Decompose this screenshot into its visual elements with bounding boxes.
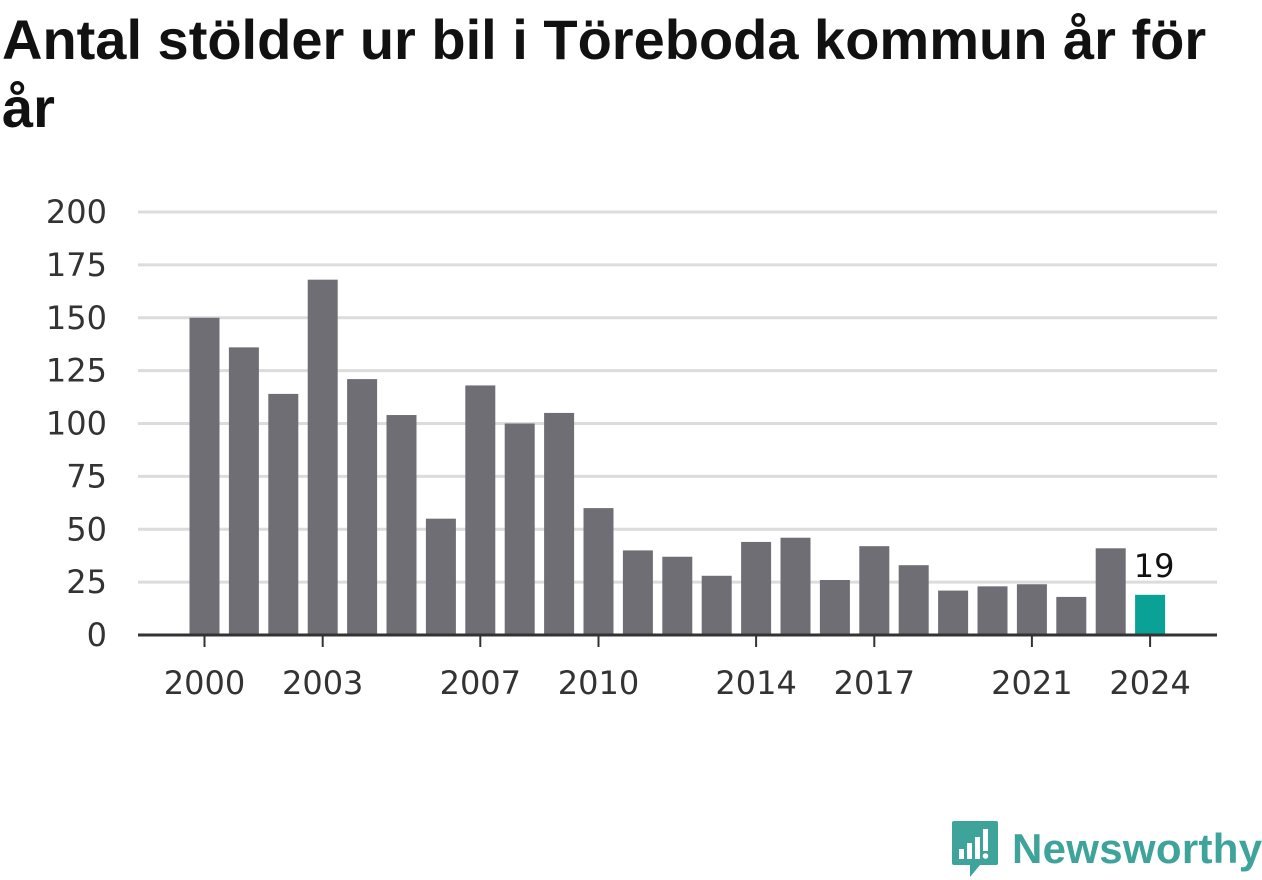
y-tick-label: 200 [46,193,107,231]
x-tick-label: 2003 [282,664,363,702]
y-tick-label: 75 [66,457,107,495]
bar [189,317,220,635]
bar [977,586,1008,635]
bar [1095,548,1126,635]
bar [859,546,890,635]
newsworthy-chat-chart-icon [952,821,998,877]
newsworthy-logo: Newsworthy [950,818,1262,880]
brand-name: Newsworthy [1012,825,1262,872]
bar [662,556,693,635]
bar [741,541,772,635]
bar [938,590,969,635]
x-tick-label: 2010 [558,664,639,702]
y-tick-label: 0 [87,616,107,654]
bar [1135,594,1166,635]
y-tick-label: 150 [46,299,107,337]
bar [622,550,653,635]
y-tick-label: 100 [46,405,107,443]
y-tick-label: 50 [66,510,107,548]
bar [898,565,929,635]
data-label: 19 [1134,547,1175,585]
x-tick-label: 2017 [834,664,915,702]
x-tick-label: 2021 [991,664,1072,702]
y-tick-label: 25 [66,563,107,601]
bar [386,415,417,635]
bar [307,279,338,635]
bar [701,575,732,635]
x-tick-label: 2007 [440,664,521,702]
y-tick-label: 125 [46,352,107,390]
bar [347,379,378,635]
bar [465,385,496,635]
y-tick-label: 175 [46,246,107,284]
bar [1056,596,1087,635]
bar [1016,584,1047,635]
x-tick-label: 2024 [1109,664,1190,702]
x-tick-label: 2000 [164,664,245,702]
bar [504,423,535,635]
bar [228,347,259,635]
chart-title: Antal stölder ur bil i Töreboda kommun å… [2,8,1207,139]
bar [780,537,811,635]
bar [544,412,575,635]
bar [268,393,299,635]
bar [819,580,850,635]
bar [425,518,456,635]
bar [583,508,614,635]
x-tick-label: 2014 [715,664,796,702]
